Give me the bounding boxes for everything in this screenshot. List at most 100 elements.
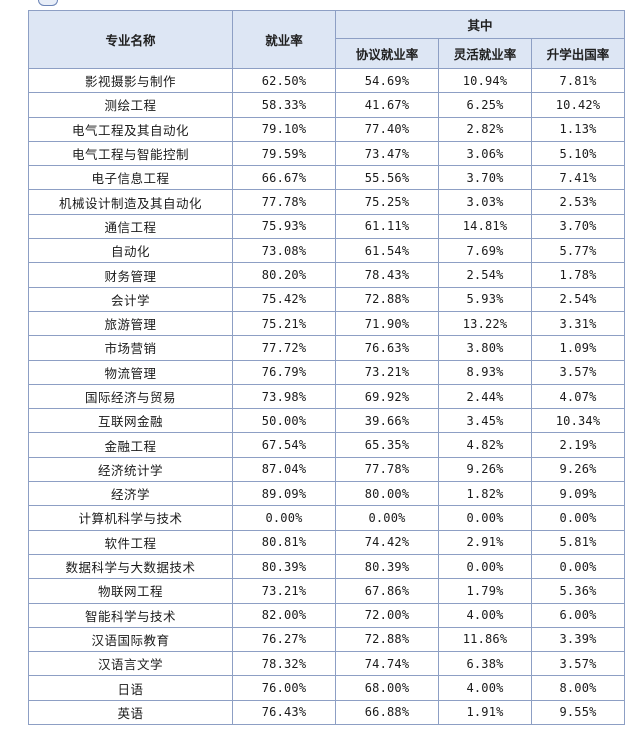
cell-flexible-rate: 3.45%: [438, 408, 532, 434]
cell-further-study-rate: 2.19%: [531, 432, 625, 458]
cell-major: 电气工程与智能控制: [28, 140, 233, 167]
cell-further-study-rate: 3.31%: [531, 310, 625, 337]
cell-employment-rate: 77.72%: [232, 335, 336, 361]
table-row: 英语 76.43% 66.88% 1.91% 9.55%: [28, 699, 625, 726]
cell-employment-rate: 80.20%: [232, 262, 336, 288]
cell-further-study-rate: 3.70%: [531, 213, 625, 240]
cell-employment-rate: 62.50%: [232, 67, 336, 94]
cell-employment-rate: 79.10%: [232, 116, 336, 142]
cell-contract-rate: 68.00%: [335, 675, 439, 701]
cell-major: 会计学: [28, 286, 233, 312]
cell-employment-rate: 76.00%: [232, 675, 336, 701]
cell-contract-rate: 77.40%: [335, 116, 439, 142]
cell-employment-rate: 67.54%: [232, 432, 336, 458]
cell-major: 数据科学与大数据技术: [28, 553, 233, 580]
cell-flexible-rate: 13.22%: [438, 310, 532, 337]
cell-employment-rate: 76.27%: [232, 626, 336, 653]
table-row: 测绘工程 58.33% 41.67% 6.25% 10.42%: [28, 92, 625, 118]
cell-further-study-rate: 10.34%: [531, 408, 625, 434]
cell-employment-rate: 66.67%: [232, 165, 336, 191]
cell-flexible-rate: 4.00%: [438, 675, 532, 701]
cell-contract-rate: 41.67%: [335, 92, 439, 118]
cell-contract-rate: 80.39%: [335, 553, 439, 580]
cell-major: 影视摄影与制作: [28, 67, 233, 94]
cell-further-study-rate: 1.13%: [531, 116, 625, 142]
cell-flexible-rate: 1.82%: [438, 481, 532, 507]
cell-further-study-rate: 7.41%: [531, 165, 625, 191]
cell-contract-rate: 76.63%: [335, 335, 439, 361]
cell-major: 软件工程: [28, 529, 233, 555]
cell-contract-rate: 72.00%: [335, 602, 439, 628]
cell-contract-rate: 80.00%: [335, 481, 439, 507]
cell-further-study-rate: 0.00%: [531, 553, 625, 580]
cell-employment-rate: 80.39%: [232, 553, 336, 580]
table-row: 财务管理 80.20% 78.43% 2.54% 1.78%: [28, 262, 625, 288]
logo-fragment-icon: [38, 0, 58, 6]
cell-further-study-rate: 5.81%: [531, 529, 625, 555]
cell-further-study-rate: 3.39%: [531, 626, 625, 653]
cell-employment-rate: 75.21%: [232, 310, 336, 337]
cell-contract-rate: 65.35%: [335, 432, 439, 458]
cell-employment-rate: 82.00%: [232, 602, 336, 628]
cell-contract-rate: 72.88%: [335, 626, 439, 653]
cell-employment-rate: 89.09%: [232, 481, 336, 507]
cell-major: 经济学: [28, 481, 233, 507]
cell-major: 财务管理: [28, 262, 233, 288]
table-row: 国际经济与贸易 73.98% 69.92% 2.44% 4.07%: [28, 383, 625, 410]
header-contract-rate: 协议就业率: [335, 38, 439, 69]
cell-contract-rate: 72.88%: [335, 286, 439, 312]
cell-employment-rate: 80.81%: [232, 529, 336, 555]
cell-flexible-rate: 2.91%: [438, 529, 532, 555]
table-row: 机械设计制造及其自动化 77.78% 75.25% 3.03% 2.53%: [28, 189, 625, 215]
table-row: 影视摄影与制作 62.50% 54.69% 10.94% 7.81%: [28, 67, 625, 94]
cell-flexible-rate: 3.06%: [438, 140, 532, 167]
cell-employment-rate: 78.32%: [232, 651, 336, 677]
cell-further-study-rate: 2.54%: [531, 286, 625, 312]
cell-contract-rate: 71.90%: [335, 310, 439, 337]
cell-further-study-rate: 8.00%: [531, 675, 625, 701]
cell-flexible-rate: 0.00%: [438, 553, 532, 580]
cell-contract-rate: 39.66%: [335, 408, 439, 434]
cell-contract-rate: 67.86%: [335, 578, 439, 604]
cell-major: 自动化: [28, 238, 233, 264]
header-employment-rate: 就业率: [232, 10, 336, 69]
cell-employment-rate: 73.08%: [232, 238, 336, 264]
cell-flexible-rate: 4.00%: [438, 602, 532, 628]
cell-major: 市场营销: [28, 335, 233, 361]
cell-employment-rate: 79.59%: [232, 140, 336, 167]
cell-further-study-rate: 9.26%: [531, 456, 625, 483]
table-row: 物流管理 76.79% 73.21% 8.93% 3.57%: [28, 359, 625, 385]
cell-further-study-rate: 0.00%: [531, 505, 625, 531]
table-row: 经济学 89.09% 80.00% 1.82% 9.09%: [28, 481, 625, 507]
cell-major: 物联网工程: [28, 578, 233, 604]
cell-employment-rate: 75.93%: [232, 213, 336, 240]
table-row: 智能科学与技术 82.00% 72.00% 4.00% 6.00%: [28, 602, 625, 628]
cell-major: 电气工程及其自动化: [28, 116, 233, 142]
cell-contract-rate: 69.92%: [335, 383, 439, 410]
table-row: 自动化 73.08% 61.54% 7.69% 5.77%: [28, 238, 625, 264]
cell-major: 电子信息工程: [28, 165, 233, 191]
table-row: 通信工程 75.93% 61.11% 14.81% 3.70%: [28, 213, 625, 240]
table-row: 日语 76.00% 68.00% 4.00% 8.00%: [28, 675, 625, 701]
cell-contract-rate: 66.88%: [335, 699, 439, 726]
cell-flexible-rate: 4.82%: [438, 432, 532, 458]
cell-major: 物流管理: [28, 359, 233, 385]
cell-flexible-rate: 3.70%: [438, 165, 532, 191]
table-row: 数据科学与大数据技术 80.39% 80.39% 0.00% 0.00%: [28, 553, 625, 580]
header-major: 专业名称: [28, 10, 233, 69]
cell-further-study-rate: 4.07%: [531, 383, 625, 410]
cell-major: 汉语言文学: [28, 651, 233, 677]
cell-employment-rate: 73.21%: [232, 578, 336, 604]
table-row: 计算机科学与技术 0.00% 0.00% 0.00% 0.00%: [28, 505, 625, 531]
table-row: 电子信息工程 66.67% 55.56% 3.70% 7.41%: [28, 165, 625, 191]
cell-contract-rate: 61.54%: [335, 238, 439, 264]
cell-flexible-rate: 0.00%: [438, 505, 532, 531]
cell-flexible-rate: 2.44%: [438, 383, 532, 410]
cell-employment-rate: 0.00%: [232, 505, 336, 531]
cell-further-study-rate: 2.53%: [531, 189, 625, 215]
cell-major: 汉语国际教育: [28, 626, 233, 653]
cell-employment-rate: 87.04%: [232, 456, 336, 483]
cell-major: 机械设计制造及其自动化: [28, 189, 233, 215]
header-further-study-rate: 升学出国率: [531, 38, 625, 69]
cell-flexible-rate: 10.94%: [438, 67, 532, 94]
